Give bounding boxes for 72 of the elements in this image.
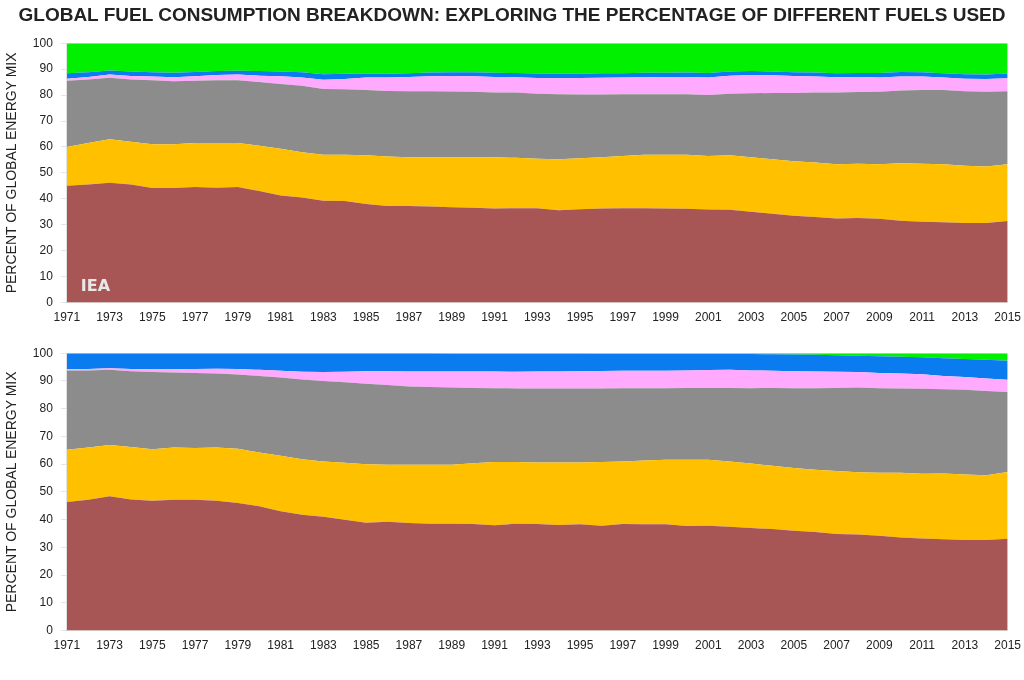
x-tick-label: 2013: [951, 638, 979, 653]
x-tick-label: 1981: [267, 638, 295, 653]
x-tick-label: 1981: [267, 310, 295, 325]
x-tick-label: 1999: [652, 310, 680, 325]
x-tick-label: 1993: [523, 638, 551, 653]
x-tick-label: 1983: [310, 638, 338, 653]
x-tick-label: 1975: [139, 638, 167, 653]
y-tick-label: 10: [39, 268, 54, 283]
x-tick-label: 2003: [737, 310, 765, 325]
x-tick-label: 2007: [823, 310, 851, 325]
y-tick-label: 80: [39, 87, 54, 102]
y-tick-label: 0: [46, 622, 54, 637]
x-tick-label: 1997: [609, 638, 637, 653]
x-tick-label: 1977: [181, 638, 209, 653]
x-tick-label: 2013: [951, 310, 979, 325]
x-tick-label: 1975: [139, 310, 167, 325]
x-tick-label: 2005: [780, 638, 808, 653]
y-tick-label: 100: [32, 35, 54, 50]
x-tick-label: 1991: [481, 310, 509, 325]
y-tick-label: 40: [39, 191, 54, 206]
x-tick-label: 1983: [310, 310, 338, 325]
y-tick-label: 0: [46, 294, 54, 309]
annotation: IEA: [80, 275, 111, 295]
x-tick-label: 2001: [694, 638, 722, 653]
x-tick-label: 1971: [53, 310, 81, 325]
x-tick-label: 2001: [694, 310, 722, 325]
x-tick-label: 1993: [523, 310, 551, 325]
y-tick-label: 20: [39, 243, 54, 258]
x-tick-label: 1971: [53, 638, 81, 653]
x-tick-label: 1973: [96, 310, 124, 325]
x-tick-label: 1973: [96, 638, 124, 653]
y-tick-label: 90: [39, 61, 54, 76]
y-tick-label: 50: [39, 165, 54, 180]
x-tick-label: 2005: [780, 310, 808, 325]
y-tick-label: 20: [39, 567, 54, 582]
y-tick-label: 90: [39, 373, 54, 388]
x-tick-label: 1997: [609, 310, 637, 325]
x-tick-label: 1989: [438, 638, 466, 653]
y-tick-label: 60: [39, 456, 54, 471]
y-tick-label: 70: [39, 428, 54, 443]
x-tick-label: 1977: [181, 310, 209, 325]
y-tick-label: 100: [32, 345, 54, 360]
x-tick-label: 2015: [994, 310, 1022, 325]
x-tick-label: 1979: [224, 310, 252, 325]
x-tick-label: 2015: [994, 638, 1022, 653]
y-tick-label: 70: [39, 113, 54, 128]
x-tick-label: 1985: [352, 310, 380, 325]
x-tick-label: 1991: [481, 638, 509, 653]
y-axis-title: PERCENT OF GLOBAL ENERGY MIX: [3, 370, 20, 613]
x-tick-label: 2011: [909, 310, 936, 325]
y-tick-label: 40: [39, 511, 54, 526]
x-tick-label: 1999: [652, 638, 680, 653]
x-tick-label: 2003: [737, 638, 765, 653]
x-tick-label: 1987: [395, 638, 423, 653]
x-tick-label: 2011: [909, 638, 936, 653]
x-tick-label: 2007: [823, 638, 851, 653]
x-tick-label: 1989: [438, 310, 466, 325]
y-tick-label: 60: [39, 139, 54, 154]
y-tick-label: 80: [39, 400, 54, 415]
chart-title: GLOBAL FUEL CONSUMPTION BREAKDOWN: EXPLORING THE PERCENTAGE OF DIFFERENT FUELS USED: [17, 4, 1007, 26]
x-tick-label: 1995: [566, 638, 594, 653]
y-tick-label: 10: [39, 595, 54, 610]
x-tick-label: 1979: [224, 638, 252, 653]
y-axis-title: PERCENT OF GLOBAL ENERGY MIX: [3, 51, 20, 294]
x-tick-label: 1987: [395, 310, 423, 325]
x-tick-label: 2009: [866, 638, 894, 653]
y-tick-label: 30: [39, 539, 54, 554]
y-tick-label: 50: [39, 484, 54, 499]
x-tick-label: 1995: [566, 310, 594, 325]
x-tick-label: 2009: [866, 310, 894, 325]
x-tick-label: 1985: [352, 638, 380, 653]
y-tick-label: 30: [39, 217, 54, 232]
